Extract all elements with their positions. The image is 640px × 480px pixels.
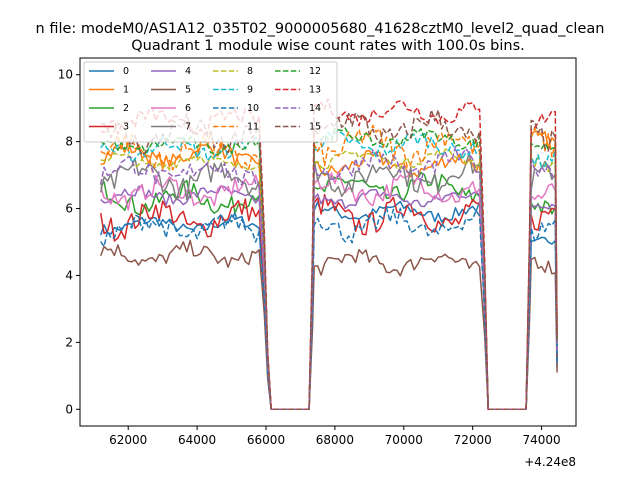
y-tick-label: 0: [65, 402, 73, 416]
legend-label-15: 15: [309, 122, 321, 133]
y-tick-label: 10: [58, 68, 73, 82]
legend-label-3: 3: [123, 122, 129, 133]
y-tick-label: 2: [65, 335, 73, 349]
series-line-5: [99, 239, 558, 411]
y-axis: 0 2 4 6 8 10: [58, 68, 80, 416]
legend-label-12: 12: [309, 66, 321, 77]
series-line-14: [99, 146, 558, 411]
series-line-10: [100, 207, 558, 411]
legend-label-13: 13: [309, 85, 321, 96]
x-tick-label: 66000: [247, 433, 285, 447]
series-line-0: [99, 200, 558, 411]
y-tick-label: 8: [65, 135, 73, 149]
chart-title: Quadrant 1 module wise count rates with …: [131, 38, 525, 54]
legend-label-9: 9: [247, 85, 253, 96]
series-line-3: [99, 193, 558, 411]
legend-label-0: 0: [123, 66, 129, 77]
legend-label-10: 10: [247, 103, 259, 114]
y-tick-label: 6: [65, 202, 73, 216]
legend-label-4: 4: [185, 66, 191, 77]
x-offset-label: +4.24e8: [524, 455, 576, 469]
series-line-8: [100, 148, 558, 411]
series-line-7: [99, 152, 558, 411]
x-axis: 62000 64000 66000 68000 70000 72000 74000: [109, 426, 561, 447]
legend-label-11: 11: [247, 122, 259, 133]
plot-frame: [79, 57, 577, 427]
legend-label-1: 1: [123, 85, 129, 96]
legend-label-5: 5: [185, 85, 191, 96]
x-tick-label: 68000: [316, 433, 354, 447]
legend-box: [83, 61, 338, 143]
x-tick-label: 62000: [109, 433, 147, 447]
legend-label-2: 2: [123, 103, 129, 114]
x-tick-label: 70000: [385, 433, 423, 447]
y-tick-label: 4: [65, 268, 73, 282]
x-tick-label: 74000: [522, 433, 560, 447]
legend-label-7: 7: [185, 122, 191, 133]
legend-label-14: 14: [309, 103, 321, 114]
x-tick-label: 72000: [454, 433, 492, 447]
x-tick-label: 64000: [178, 433, 216, 447]
series-line-11: [100, 124, 558, 411]
legend-label-6: 6: [185, 103, 191, 114]
chart-suptitle: n file: modeM0/AS1A12_035T02_9000005680_…: [36, 21, 605, 37]
legend-label-8: 8: [247, 66, 253, 77]
